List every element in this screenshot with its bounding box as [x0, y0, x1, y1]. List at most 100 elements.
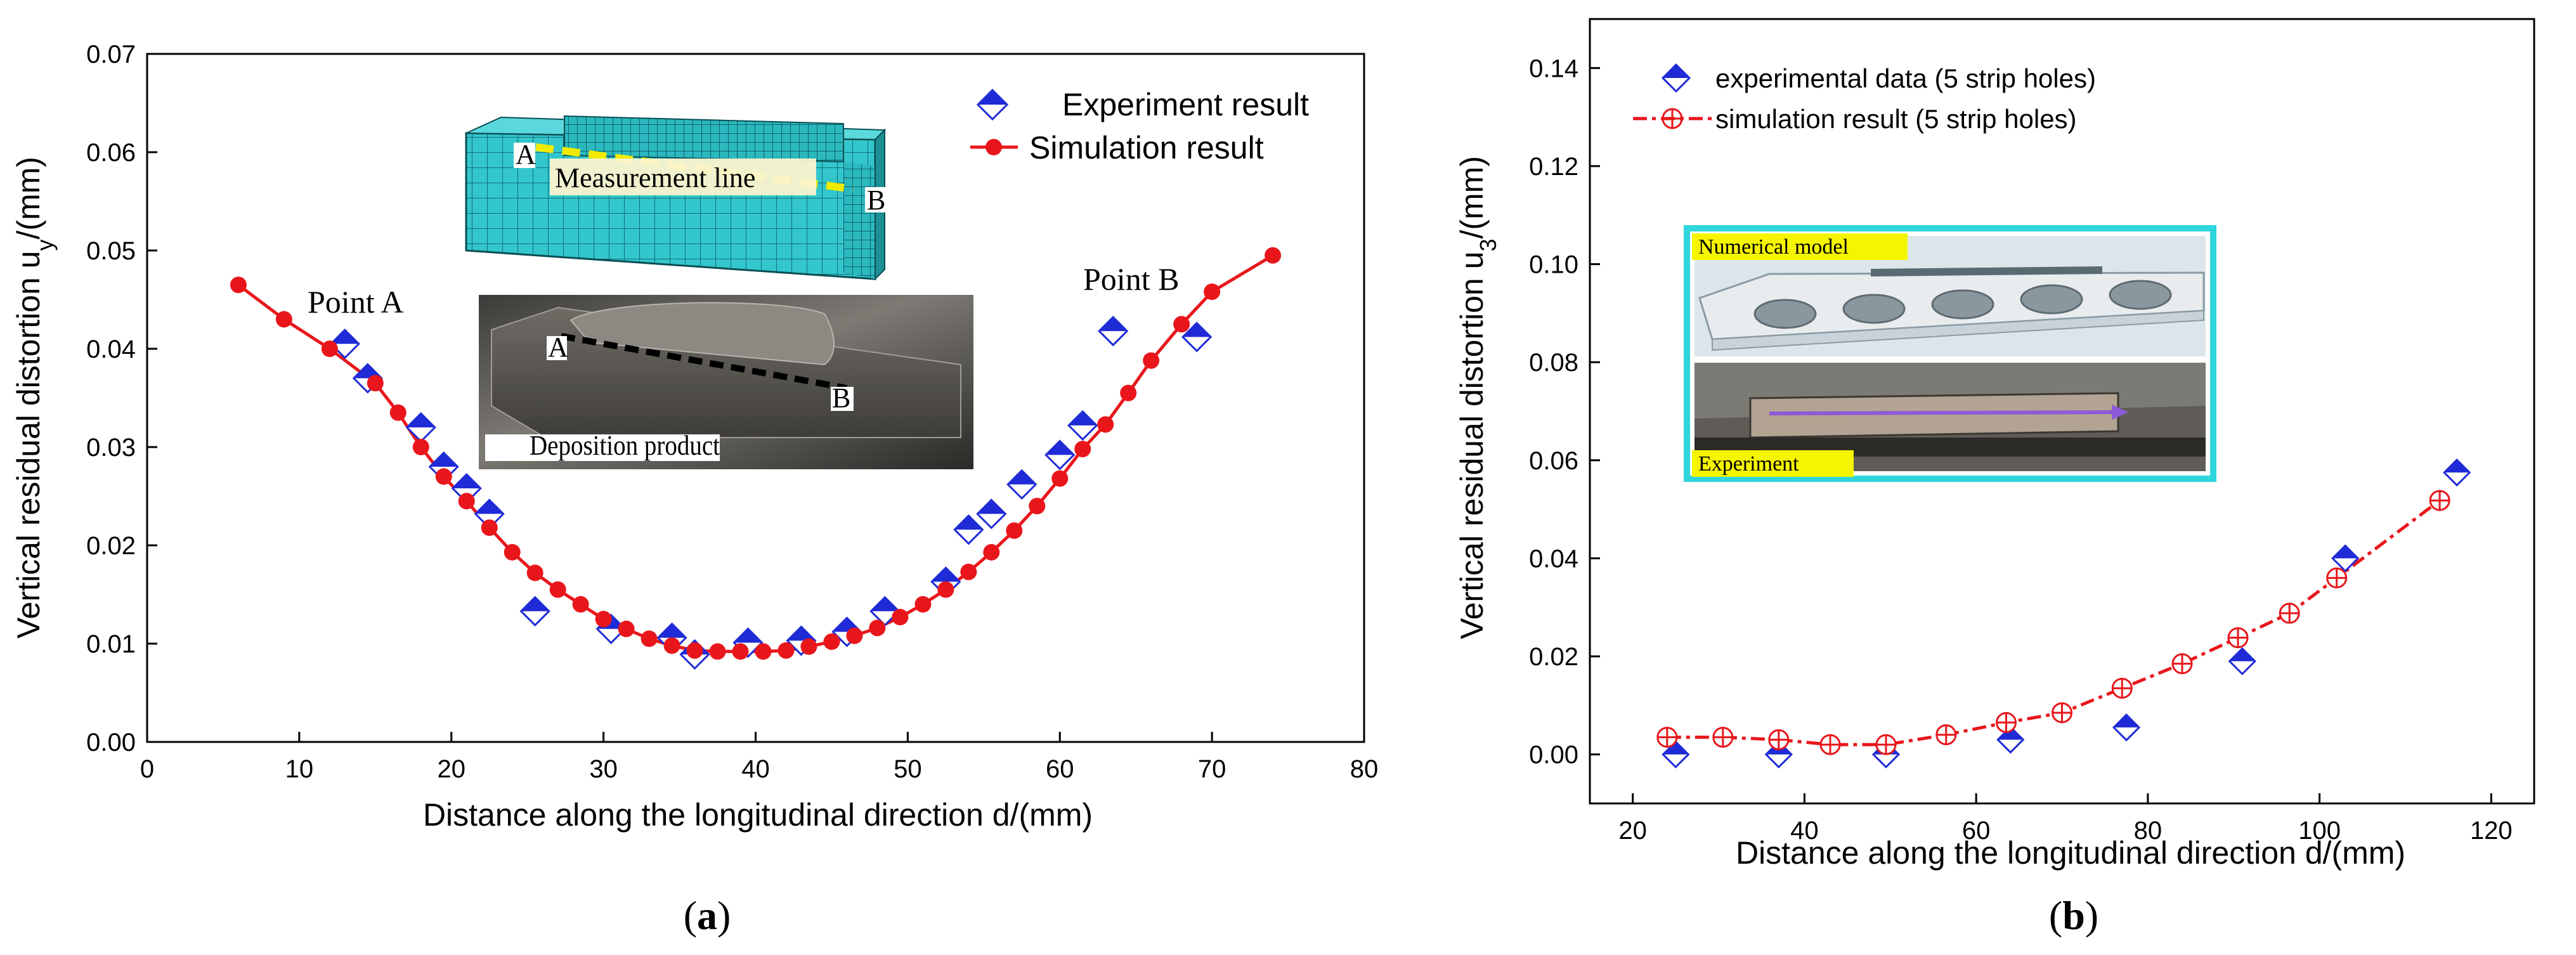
experiment-point	[953, 514, 984, 545]
y-tick-label: 0.06	[1529, 447, 1578, 475]
x-tick-label: 60	[1962, 817, 1991, 845]
x-tick-label: 60	[1046, 755, 1074, 783]
simulation-point	[1935, 724, 1957, 746]
legend-simulation-marker	[986, 139, 1002, 155]
simulation-point	[1712, 727, 1734, 748]
simulation-point	[435, 468, 452, 485]
simulation-point	[595, 611, 612, 628]
y-axis-ticks-a: 0.00 0.01 0.02 0.03 0.04 0.05 0.06 0.07	[86, 41, 157, 757]
y-tick-label: 0.02	[1529, 643, 1578, 671]
experiment-point	[1067, 410, 1098, 441]
y-tick-label: 0.01	[86, 630, 136, 658]
x-tick-label: 80	[2134, 817, 2163, 845]
simulation-point	[458, 493, 475, 510]
experiment-point	[1996, 725, 2025, 754]
y-tick-label: 0.00	[86, 729, 136, 757]
simulation-point	[641, 630, 658, 647]
experiment-point	[2112, 713, 2141, 742]
simulation-point	[2227, 627, 2249, 649]
simulation-point	[1120, 384, 1137, 401]
experiment-label: Experiment	[1698, 452, 1799, 476]
inset-top-marker-a: A	[516, 139, 536, 170]
x-tick-label: 40	[1790, 817, 1819, 845]
simulation-point	[1996, 711, 2017, 733]
markers-b	[1656, 458, 2471, 769]
y-axis-title-b: Vertical residual distortion u3/(mm)	[1454, 156, 1501, 639]
simulation-point	[1143, 352, 1160, 369]
legend-experimental-label: experimental data (5 strip holes)	[1715, 63, 2096, 93]
simulation-point	[937, 581, 954, 598]
experiment-point	[1181, 322, 1213, 353]
experiment-point	[1662, 740, 1690, 769]
point-b-label: Point B	[1083, 261, 1179, 297]
simulation-point	[2326, 567, 2348, 588]
simulation-point	[869, 620, 886, 637]
simulation-point	[572, 596, 589, 613]
y-tick-label: 0.06	[86, 139, 136, 167]
experiment-point	[1044, 439, 1076, 471]
experiment-point	[2228, 647, 2256, 675]
experiment-point	[2443, 458, 2471, 487]
simulation-point	[846, 627, 863, 644]
legend-simulation-b-label: simulation result (5 strip holes)	[1715, 104, 2077, 134]
x-tick-label: 10	[285, 755, 314, 783]
simulation-point	[1051, 470, 1069, 487]
y-tick-label: 0.12	[1529, 153, 1578, 181]
simulation-point	[663, 637, 680, 654]
simulation-point	[709, 643, 726, 660]
x-tick-label: 80	[1350, 755, 1379, 783]
y-tick-label: 0.04	[86, 335, 136, 363]
simulation-point	[549, 581, 566, 598]
simulation-point	[686, 642, 703, 659]
numerical-model-label: Numerical model	[1698, 235, 1849, 259]
simulation-point	[1265, 247, 1282, 264]
simulation-point	[983, 543, 1000, 561]
simulation-point	[1173, 316, 1190, 333]
x-axis-title-a: Distance along the longitudinal directio…	[423, 797, 1093, 833]
legend-simulation-label: Simulation result	[1029, 130, 1264, 166]
simulation-point	[321, 341, 338, 357]
simulation-point	[2111, 677, 2133, 699]
mesh-model-inset: A B Measurement line	[465, 115, 889, 281]
simulation-point	[800, 638, 817, 655]
y-tick-label: 0.07	[86, 41, 136, 68]
y-tick-label: 0.05	[86, 237, 136, 265]
legend-b: experimental data (5 strip holes) simula…	[1633, 63, 2096, 134]
y-tick-label: 0.00	[1529, 741, 1578, 769]
experiment-point	[519, 595, 550, 627]
y-tick-label: 0.08	[1529, 349, 1578, 377]
simulation-point	[2052, 702, 2072, 724]
experiment-point	[1098, 315, 1129, 347]
experiment-point	[405, 412, 436, 443]
simulation-point	[960, 563, 977, 580]
x-tick-label: 0	[140, 755, 154, 783]
experiment-point	[1006, 469, 1038, 500]
panel-label-b: (b)	[2049, 893, 2098, 938]
simulation-point	[732, 643, 749, 660]
simulation-point	[1819, 734, 1841, 755]
x-tick-label: 100	[2298, 817, 2341, 845]
simulation-point	[1204, 283, 1221, 301]
simulation-point	[823, 633, 840, 650]
markers-a	[230, 247, 1282, 670]
simulation-point	[755, 643, 772, 660]
experiment-point	[976, 498, 1007, 529]
point-a-label: Point A	[308, 284, 403, 320]
x-axis-title-b: Distance along the longitudinal directio…	[1736, 835, 2405, 871]
x-tick-label: 20	[438, 755, 466, 783]
simulation-point	[481, 519, 498, 536]
simulation-point	[777, 642, 795, 659]
simulation-point	[389, 404, 407, 421]
y-tick-label: 0.10	[1529, 251, 1578, 279]
simulation-point	[1875, 734, 1897, 755]
simulation-point	[504, 543, 521, 561]
panel-label-a: (a)	[684, 893, 731, 938]
simulation-point	[2429, 490, 2450, 511]
y-tick-label: 0.03	[86, 434, 136, 462]
x-tick-label: 120	[2470, 817, 2513, 845]
inset-top-marker-b: B	[867, 185, 885, 216]
measurement-line-label: Measurement line	[555, 162, 755, 193]
x-axis-ticks-a: 0 10 20 30 40 50 60 70 80	[140, 732, 1378, 783]
simulation-point	[892, 609, 909, 626]
